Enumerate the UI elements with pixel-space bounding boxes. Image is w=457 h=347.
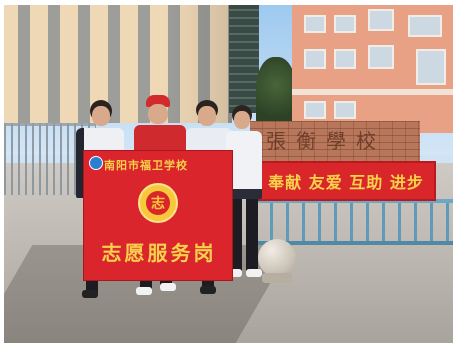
window <box>368 45 394 69</box>
window <box>304 15 326 33</box>
slogan-banner: 奉献 友爱 互助 进步 <box>256 161 436 201</box>
volunteer-flag: 南阳市福卫学校 志 志愿服务岗 <box>83 150 233 281</box>
flag-school-name: 南阳市福卫学校 <box>104 159 188 172</box>
banner-text: 奉献 友爱 互助 进步 <box>268 173 424 192</box>
apartment-building-left <box>4 5 232 123</box>
window <box>334 101 356 119</box>
school-emblem-icon <box>89 156 103 170</box>
window <box>304 49 326 69</box>
volunteer-logo-icon: 志 <box>138 183 178 223</box>
volunteer-logo-char: 志 <box>146 191 170 215</box>
window <box>416 49 446 85</box>
flag-title: 志愿服务岗 <box>101 241 217 265</box>
window <box>408 15 442 37</box>
window <box>334 49 356 69</box>
school-gate-photo: 張衡學校 奉献 友爱 互助 进步 <box>4 5 453 343</box>
trees <box>256 57 296 127</box>
stone-ball <box>258 239 296 277</box>
wall-school-sign: 張衡學校 <box>266 129 386 153</box>
window <box>368 9 394 31</box>
window <box>304 101 326 119</box>
dark-tower <box>229 5 259 113</box>
window <box>334 15 356 33</box>
brick-wall <box>250 121 420 163</box>
blue-railing <box>254 199 453 245</box>
